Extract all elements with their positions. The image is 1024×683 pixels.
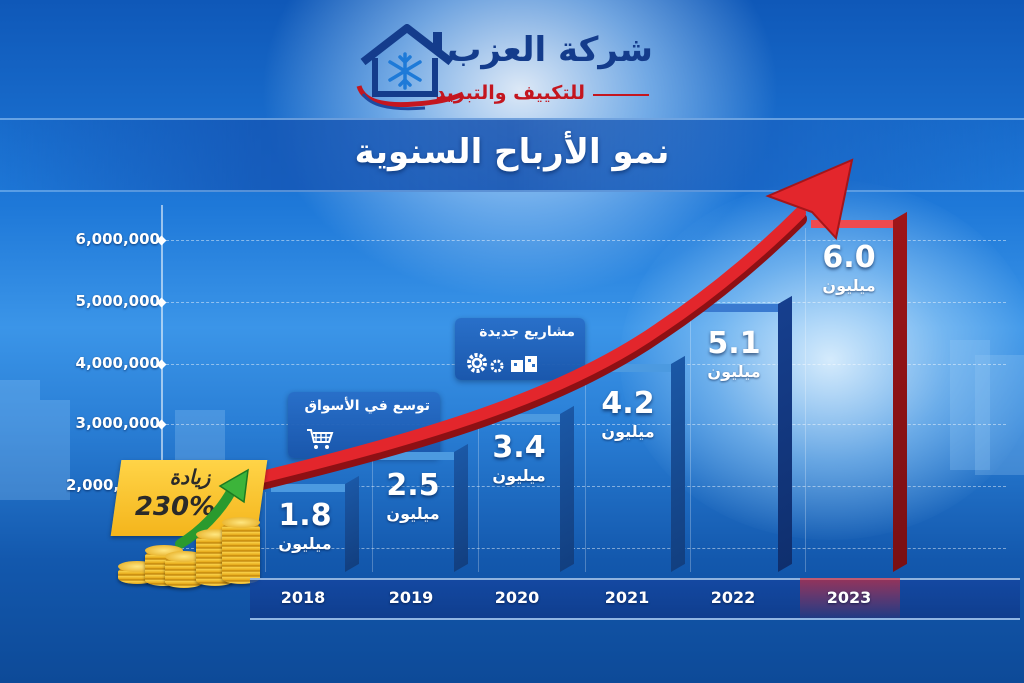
x-tick-label: 2023 <box>826 588 872 607</box>
bar-value: 4.2 <box>601 386 655 421</box>
bar-2021: 4.2 ميليون <box>585 355 685 572</box>
city-silhouette <box>950 340 990 470</box>
bar-unit: ميليون <box>278 534 332 553</box>
gears-factory-icon <box>467 353 537 373</box>
y-axis-line <box>161 205 163 505</box>
company-tagline: للتكييف والتبريد <box>435 82 585 104</box>
bar-2018: 1.8 ميليون <box>265 475 359 572</box>
company-name: شركة العزب <box>447 30 653 70</box>
y-tick-label: 6,000,000 <box>75 230 160 248</box>
company-logo: شركة العزب للتكييف والتبريد <box>355 24 665 112</box>
x-axis-highlight <box>800 578 900 618</box>
city-silhouette <box>0 380 40 500</box>
chart-title: نمو الأرباح السنوية <box>354 132 670 172</box>
bar-value: 6.0 <box>822 240 876 275</box>
bar-value: 1.8 <box>278 498 332 533</box>
bar-value: 2.5 <box>386 468 440 503</box>
bar-2022: 5.1 ميليون <box>690 295 792 572</box>
bar-unit: ميليون <box>601 422 655 441</box>
bar-unit: ميليون <box>707 362 761 381</box>
growth-badge-label: زيادة <box>169 465 211 489</box>
shopping-cart-icon <box>307 429 334 449</box>
city-silhouette <box>975 355 1024 475</box>
bar-value: 5.1 <box>707 326 761 361</box>
coin-stack <box>222 517 260 584</box>
bar-unit: ميليون <box>492 466 546 485</box>
gridline <box>166 548 1006 549</box>
y-tick-label: 4,000,000 <box>75 354 160 372</box>
bar-unit: ميليون <box>822 276 876 295</box>
annotation-markets: توسع في الأسواق <box>288 392 440 458</box>
annotation-markets-text: توسع في الأسواق <box>304 398 430 414</box>
x-tick-label: 2018 <box>280 588 326 607</box>
bar-2020: 3.4 ميليون <box>478 405 574 572</box>
house-snowflake-icon <box>356 24 465 111</box>
bar-value: 3.4 <box>492 430 546 465</box>
x-tick-label: 2019 <box>388 588 434 607</box>
bar-2019: 2.5 ميليون <box>372 443 468 572</box>
bar-2023: 6.0 ميليون <box>805 211 907 572</box>
y-tick-label: 5,000,000 <box>75 292 160 310</box>
green-up-arrow-icon <box>175 468 249 549</box>
city-silhouette <box>40 400 70 500</box>
x-tick-label: 2020 <box>494 588 540 607</box>
annotation-projects: مشاريع جديدة <box>455 318 585 380</box>
x-tick-label: 2022 <box>710 588 756 607</box>
annotation-projects-text: مشاريع جديدة <box>479 324 575 340</box>
tagline-rule <box>593 94 649 96</box>
bar-unit: ميليون <box>386 504 440 523</box>
growth-badge-value: 230% <box>134 492 216 522</box>
y-tick-label: 3,000,000 <box>75 414 160 432</box>
x-tick-label: 2021 <box>604 588 650 607</box>
